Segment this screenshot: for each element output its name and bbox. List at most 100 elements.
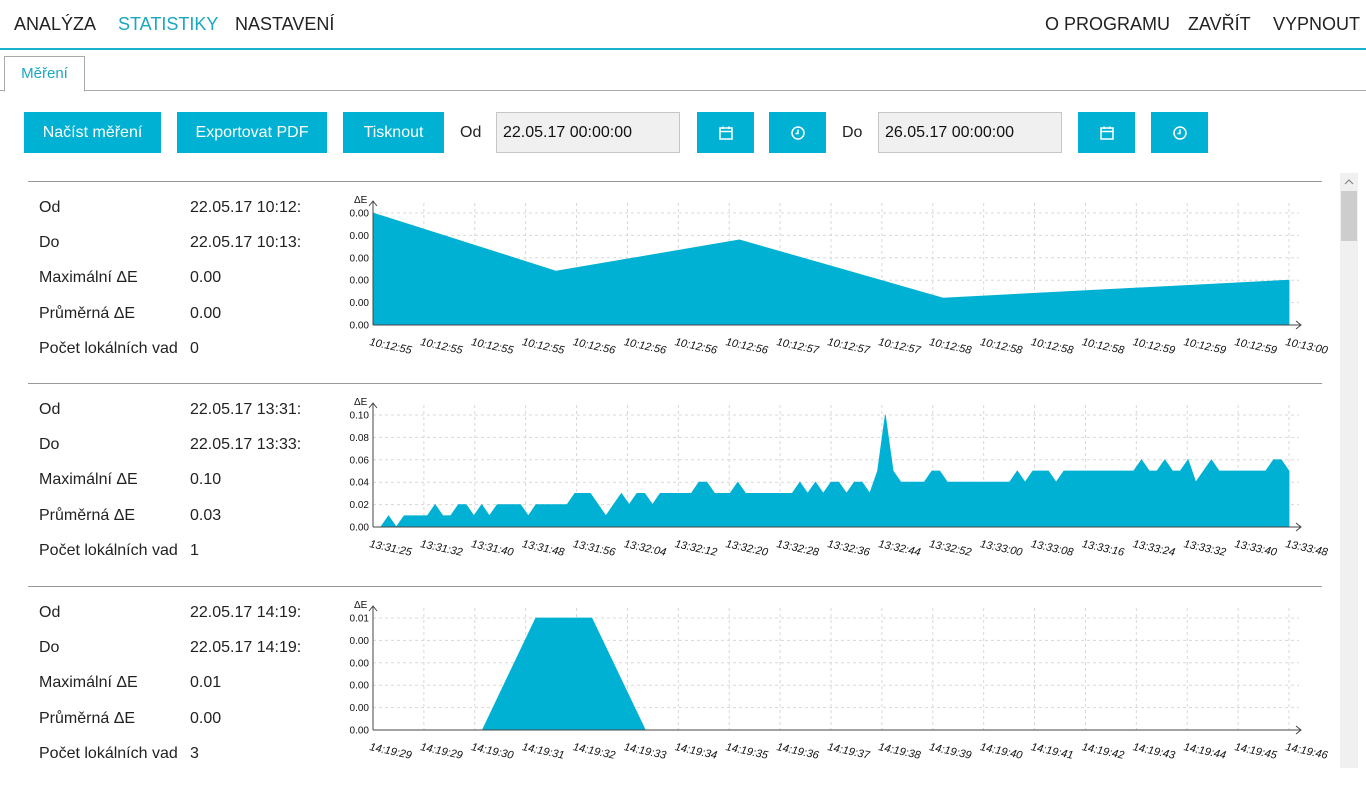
to-value: 22.05.17 14:19: [190,639,301,656]
delta-e-chart: ΔE 0.00 0.00 0.00 0.00 0.00 0.00 10:12:55 10:12:… [350,195,1328,357]
x-tick-label: 13:33:08 [1030,538,1075,559]
x-tick-label: 14:19:29 [419,741,463,762]
x-tick-label: 13:31:56 [572,538,617,559]
x-tick-label: 13:32:04 [623,538,667,559]
scroll-up-icon[interactable] [1340,175,1358,189]
x-tick-label: 13:32:36 [826,538,871,559]
avg-delta-e-value: 0.00 [190,710,222,727]
x-tick-label: 14:19:32 [572,741,616,762]
avg-delta-e-value: 0.03 [190,507,222,524]
x-tick-label: 14:19:42 [1081,741,1125,762]
y-tick-label: 0.00 [350,703,370,714]
x-tick-label: 13:31:48 [521,538,566,559]
from-value: 22.05.17 13:31: [190,401,301,418]
to-calendar-button[interactable] [1078,112,1135,153]
x-tick-label: 10:12:58 [1081,336,1126,357]
y-axis-arrow [368,402,378,409]
x-tick-label: 13:33:16 [1081,538,1126,559]
x-tick-label: 14:19:37 [826,741,871,762]
y-tick-label: 0.00 [350,321,370,332]
y-tick-label: 0.06 [350,455,370,466]
y-tick-label: 0.00 [350,658,370,669]
from-label: Od [39,604,61,621]
from-value: 22.05.17 14:19: [190,604,301,621]
from-label: Od [39,199,61,216]
x-tick-label: 10:12:55 [521,336,566,357]
y-axis-arrow [368,605,378,612]
to-clock-button[interactable] [1151,112,1208,153]
defect-count-value: 3 [190,745,199,762]
avg-delta-e-label: Průměrná ΔE [39,305,136,322]
to-datetime-field[interactable]: 26.05.17 00:00:00 [878,112,1062,153]
x-tick-label: 10:13:00 [1284,336,1328,357]
calendar-icon [1099,126,1114,140]
x-axis-arrow [1295,320,1302,330]
tab-strip: Měření [0,54,1366,92]
from-datetime-field[interactable]: 22.05.17 00:00:00 [496,112,680,153]
x-tick-label: 14:19:36 [775,741,820,762]
from-calendar-button[interactable] [697,112,754,153]
x-tick-label: 10:12:58 [928,336,973,357]
x-tick-label: 10:12:57 [877,336,922,357]
nav-statistiky[interactable]: STATISTIKY [118,14,219,34]
x-tick-label: 10:12:55 [419,336,464,357]
x-tick-label: 14:19:30 [470,741,515,762]
x-tick-label: 10:12:59 [1132,336,1176,357]
x-tick-label: 10:12:55 [368,336,413,357]
x-axis-arrow [1295,725,1302,735]
calendar-icon [718,126,733,140]
x-tick-label: 14:19:34 [674,741,718,762]
clock-icon [790,125,805,140]
y-tick-label: 0.00 [350,726,370,737]
to-label: Do [842,124,863,141]
nav-analyza[interactable]: ANALÝZA [14,14,97,34]
nav-o-programu[interactable]: O PROGRAMU [1045,14,1171,34]
y-tick-label: 0.00 [350,209,370,220]
nav-zavrit[interactable]: ZAVŘÍT [1188,14,1251,34]
x-tick-label: 13:33:40 [1233,538,1278,559]
to-label: Do [39,234,60,251]
y-tick-label: 0.08 [350,433,370,444]
y-tick-label: 0.00 [350,253,370,264]
x-tick-label: 10:12:56 [674,336,719,357]
x-tick-label: 10:12:58 [1030,336,1075,357]
y-tick-label: 0.00 [350,298,370,309]
from-clock-button[interactable] [769,112,826,153]
export-pdf-button[interactable]: Exportovat PDF [177,112,327,153]
x-tick-label: 10:12:59 [1183,336,1227,357]
from-label: Od [39,401,61,418]
y-tick-label: 0.00 [350,231,370,242]
print-button[interactable]: Tisknout [343,112,444,153]
y-axis-arrow [368,200,378,207]
x-tick-label: 13:33:24 [1132,538,1176,559]
max-delta-e-value: 0.10 [190,471,222,488]
area-series [372,212,1290,326]
defect-count-value: 0 [190,340,199,357]
x-tick-label: 10:12:57 [826,336,871,357]
x-tick-label: 14:19:41 [1030,741,1074,762]
to-value: 22.05.17 13:33: [190,436,301,453]
max-delta-e-value: 0.01 [190,674,222,691]
avg-delta-e-label: Průměrná ΔE [39,507,136,524]
nav-vypnout[interactable]: VYPNOUT [1273,14,1361,34]
from-label: Od [460,124,482,141]
load-measurements-button[interactable]: Načíst měření [24,112,161,153]
y-tick-label: 0.01 [350,614,370,625]
x-tick-label: 14:19:31 [521,741,565,762]
x-tick-label: 14:19:44 [1183,741,1227,762]
x-tick-label: 13:31:40 [470,538,515,559]
vertical-scrollbar[interactable] [1340,173,1358,768]
x-tick-label: 14:19:29 [368,741,412,762]
area-series [373,414,1290,528]
measurement-panel: Od 22.05.17 14:19: Do 22.05.17 14:19: Maximá… [28,586,1328,789]
tab-mereni[interactable]: Měření [4,56,85,92]
scrollbar-thumb[interactable] [1341,191,1357,241]
x-tick-label: 10:12:56 [725,336,770,357]
x-axis-arrow [1295,522,1302,532]
x-tick-label: 13:33:48 [1284,538,1328,559]
x-tick-label: 14:19:45 [1233,741,1278,762]
y-tick-label: 0.00 [350,276,370,287]
avg-delta-e-label: Průměrná ΔE [39,710,136,727]
nav-nastaveni[interactable]: NASTAVENÍ [235,14,335,34]
delta-e-chart: ΔE 0.00 0.02 0.04 0.06 0.08 0.10 13:31:25 13:31:… [350,397,1328,559]
